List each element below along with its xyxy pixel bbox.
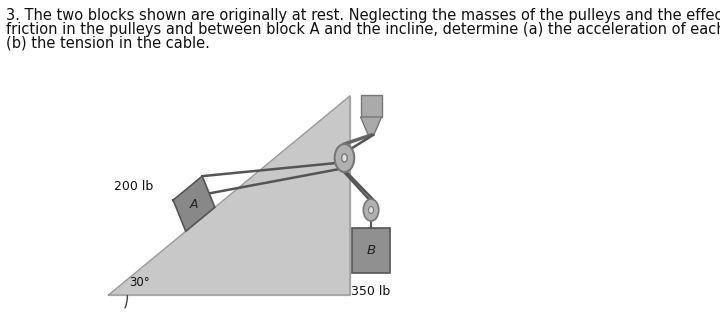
Polygon shape xyxy=(361,117,382,135)
Text: 350 lb: 350 lb xyxy=(351,285,391,298)
Polygon shape xyxy=(109,96,350,295)
Circle shape xyxy=(364,199,379,221)
Text: 200 lb: 200 lb xyxy=(114,180,153,193)
Text: friction in the pulleys and between block A and the incline, determine (a) the a: friction in the pulleys and between bloc… xyxy=(6,22,720,37)
Text: 30°: 30° xyxy=(130,276,150,289)
Text: 3. The two blocks shown are originally at rest. Neglecting the masses of the pul: 3. The two blocks shown are originally a… xyxy=(6,8,720,23)
Text: B: B xyxy=(366,244,376,257)
Circle shape xyxy=(369,206,374,213)
Polygon shape xyxy=(173,176,215,231)
Text: A: A xyxy=(190,198,198,211)
Circle shape xyxy=(335,144,354,172)
Circle shape xyxy=(341,154,347,162)
Bar xyxy=(352,228,390,273)
Bar xyxy=(361,95,382,117)
Text: (b) the tension in the cable.: (b) the tension in the cable. xyxy=(6,36,210,51)
